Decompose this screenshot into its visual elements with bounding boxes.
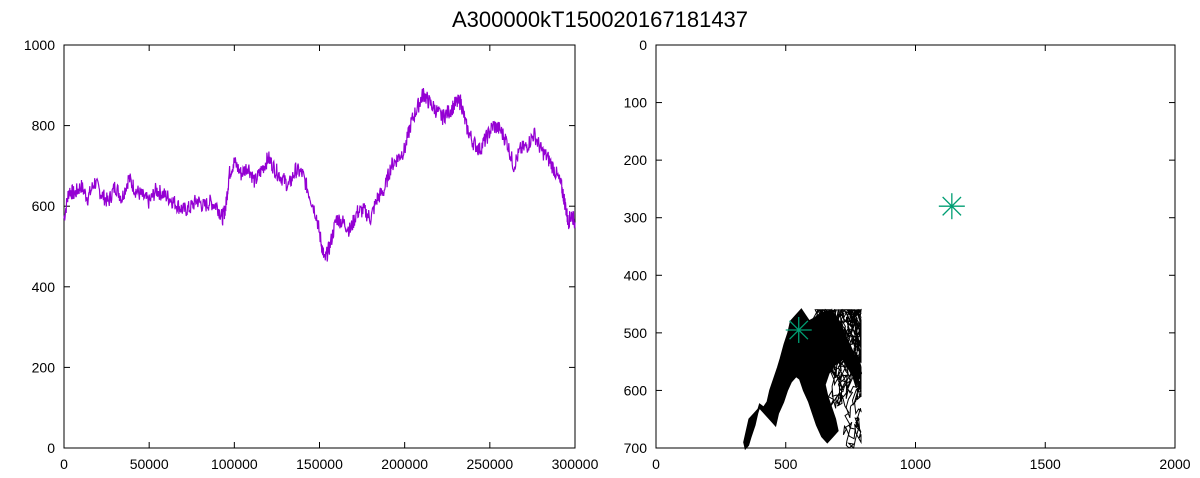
y-tick-label: 600 [624,382,648,398]
y-tick-label: 200 [624,152,648,168]
x-tick-label: 200000 [381,456,428,472]
x-tick-label: 2000 [1159,456,1190,472]
right-trajectory-chart: 0 500 1000 1500 2000 0 100 200 300 400 500 600 700 [624,37,1191,472]
y-tick-label: 100 [624,95,648,111]
y-tick-label: 400 [32,279,56,295]
y-tick-label: 500 [624,325,648,341]
x-tick-label: 300000 [552,456,599,472]
trajectory-path [788,308,863,449]
x-tick-label: 50000 [130,456,169,472]
star-marker-stroke [942,196,962,216]
y-tick-label: 0 [47,440,55,456]
x-tick-label: 250000 [466,456,513,472]
y-tick-label: 0 [639,37,647,53]
plot-frame [655,44,1176,449]
series-line [63,87,576,262]
left-line-chart: 0 50000 100000 150000 200000 250000 300000 0 200… [24,37,599,472]
x-tick-label: 1500 [1030,456,1061,472]
star-marker [785,316,812,343]
star-marker [938,193,965,220]
y-tick-label: 800 [32,118,56,134]
y-tick-label: 700 [624,440,648,456]
y-tick-label: 1000 [24,37,55,53]
plot-frame [63,44,576,449]
star-marker-stroke [789,320,809,340]
x-tick-label: 1000 [900,456,931,472]
x-tick-label: 500 [774,456,798,472]
x-tick-label: 0 [60,456,68,472]
y-tick-label: 400 [624,267,648,283]
x-tick-label: 100000 [211,456,258,472]
y-tick-label: 600 [32,198,56,214]
y-tick-label: 200 [32,359,56,375]
x-tick-label: 0 [652,456,660,472]
figure-title: A300000kT150020167181437 [452,7,748,32]
y-tick-label: 300 [624,210,648,226]
x-tick-label: 150000 [296,456,343,472]
